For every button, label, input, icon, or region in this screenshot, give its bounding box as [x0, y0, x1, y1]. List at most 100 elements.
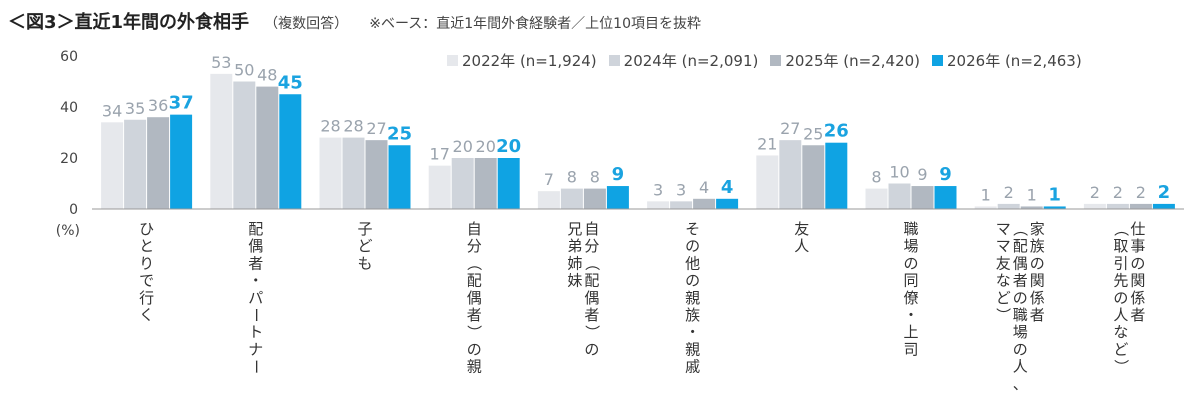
bar [1043, 206, 1066, 209]
category-label-char: ー [247, 359, 265, 374]
data-label: 4 [699, 178, 709, 197]
category-label-char: （ [1112, 221, 1130, 236]
category-label-char: 配 [248, 220, 263, 238]
data-label: 2 [1004, 183, 1014, 202]
category-label-char: ） [583, 325, 601, 340]
data-label: 1 [981, 185, 991, 204]
category-label-char: 先 [1113, 272, 1128, 290]
data-label: 36 [148, 96, 168, 115]
data-label: 2 [1090, 183, 1100, 202]
data-label: 26 [824, 121, 849, 142]
category-label-char: な [996, 272, 1011, 290]
data-label: 9 [917, 165, 927, 184]
category-label-char: 配 [467, 272, 482, 290]
category-label-char: 係 [1130, 289, 1145, 307]
bar [474, 158, 497, 209]
category-label-char: ・ [903, 306, 918, 324]
category-label-char: 弟 [567, 237, 582, 255]
legend-swatch [608, 55, 620, 66]
data-label: 9 [612, 164, 625, 185]
data-label: 20 [476, 137, 496, 156]
category-label-char: く [139, 306, 154, 324]
category-label-char: 配 [1013, 237, 1028, 255]
data-label: 27 [780, 119, 800, 138]
category-label-char: 偶 [248, 237, 263, 255]
chart-header: ＜図3＞直近1年間の外食相手 （複数回答） ※ベース：直近1年間外食経験者／上位… [8, 8, 701, 34]
y-tick-label: 0 [69, 202, 78, 218]
bar [974, 206, 997, 209]
category-label-char: ト [248, 323, 263, 341]
category-label-char: 、 [1013, 375, 1028, 393]
legend-label: 2022年 (n=1,924) [462, 52, 597, 70]
category-label-char: ・ [685, 323, 700, 341]
category-label-char: 関 [1130, 272, 1145, 290]
category-label-char: 人 [1013, 358, 1028, 376]
bar [560, 188, 583, 209]
category-label-char: 者 [1013, 272, 1028, 290]
category-label-char: 引 [1113, 254, 1128, 272]
category-label-char: 司 [903, 340, 918, 358]
category-label-char: 族 [685, 306, 700, 324]
category-label-char: 偶 [584, 289, 599, 307]
data-label: 27 [366, 119, 386, 138]
bar [825, 142, 848, 209]
bar [756, 155, 779, 209]
data-label: 20 [496, 136, 521, 157]
bar [1106, 203, 1129, 209]
bar [147, 117, 170, 209]
category-label-char: ） [1112, 359, 1130, 374]
category-label-char: パ [248, 289, 263, 307]
bar [693, 198, 716, 209]
bar [170, 114, 193, 209]
legend-label: 2026年 (n=2,463) [947, 52, 1082, 70]
category-label-char: 者 [1130, 306, 1145, 324]
bar [865, 188, 888, 209]
bar [101, 122, 124, 209]
bar [451, 158, 474, 209]
y-tick-label: 60 [60, 49, 78, 65]
chart-title: ＜図3＞直近1年間の外食相手 [8, 12, 250, 33]
category-label-char: 偶 [1013, 254, 1028, 272]
bar [342, 137, 365, 209]
bar [1129, 203, 1152, 209]
category-label-char: そ [685, 220, 700, 238]
data-label: 3 [653, 180, 663, 199]
category-label-char: 族 [1030, 237, 1045, 255]
category-label-char: で [139, 272, 154, 290]
bar [233, 81, 256, 209]
legend: 2022年 (n=1,924) 2024年 (n=2,091) 2025年 (n=2… [447, 50, 1094, 71]
category-label-char: マ [996, 237, 1011, 255]
legend-item-3: 2026年 (n=2,463) [932, 50, 1082, 71]
category-label-char: ど [1113, 340, 1128, 358]
category-label-char: マ [996, 220, 1011, 238]
category-label-char: ） [994, 307, 1012, 322]
category-label-char: （ [465, 256, 483, 271]
data-label: 21 [757, 134, 777, 153]
legend-item-0: 2022年 (n=1,924) [447, 50, 597, 71]
data-label: 10 [889, 163, 909, 182]
data-label: 37 [169, 93, 194, 114]
bar [670, 201, 693, 209]
data-label: 17 [430, 145, 450, 164]
category-label-char: 関 [1030, 272, 1045, 290]
category-label-char: 分 [467, 237, 482, 255]
category-label-char: 者 [584, 306, 599, 324]
category-label-char: 者 [467, 306, 482, 324]
category-label-char: ） [465, 325, 483, 340]
category-label-char: 友 [794, 220, 809, 238]
category-label-char: 事 [1130, 237, 1145, 255]
category-label-char: 職 [903, 220, 918, 238]
data-label: 35 [125, 99, 145, 118]
data-label: 25 [803, 124, 823, 143]
legend-swatch [932, 55, 944, 66]
legend-label: 2024年 (n=2,091) [623, 52, 759, 70]
category-label-char: 家 [1030, 220, 1045, 238]
data-label: 45 [278, 72, 303, 93]
category-label-char: 親 [685, 289, 700, 307]
data-label: 1 [1027, 185, 1037, 204]
bar [365, 140, 388, 209]
bar [934, 186, 957, 209]
category-label-char: ど [357, 237, 372, 255]
bar [1083, 203, 1106, 209]
